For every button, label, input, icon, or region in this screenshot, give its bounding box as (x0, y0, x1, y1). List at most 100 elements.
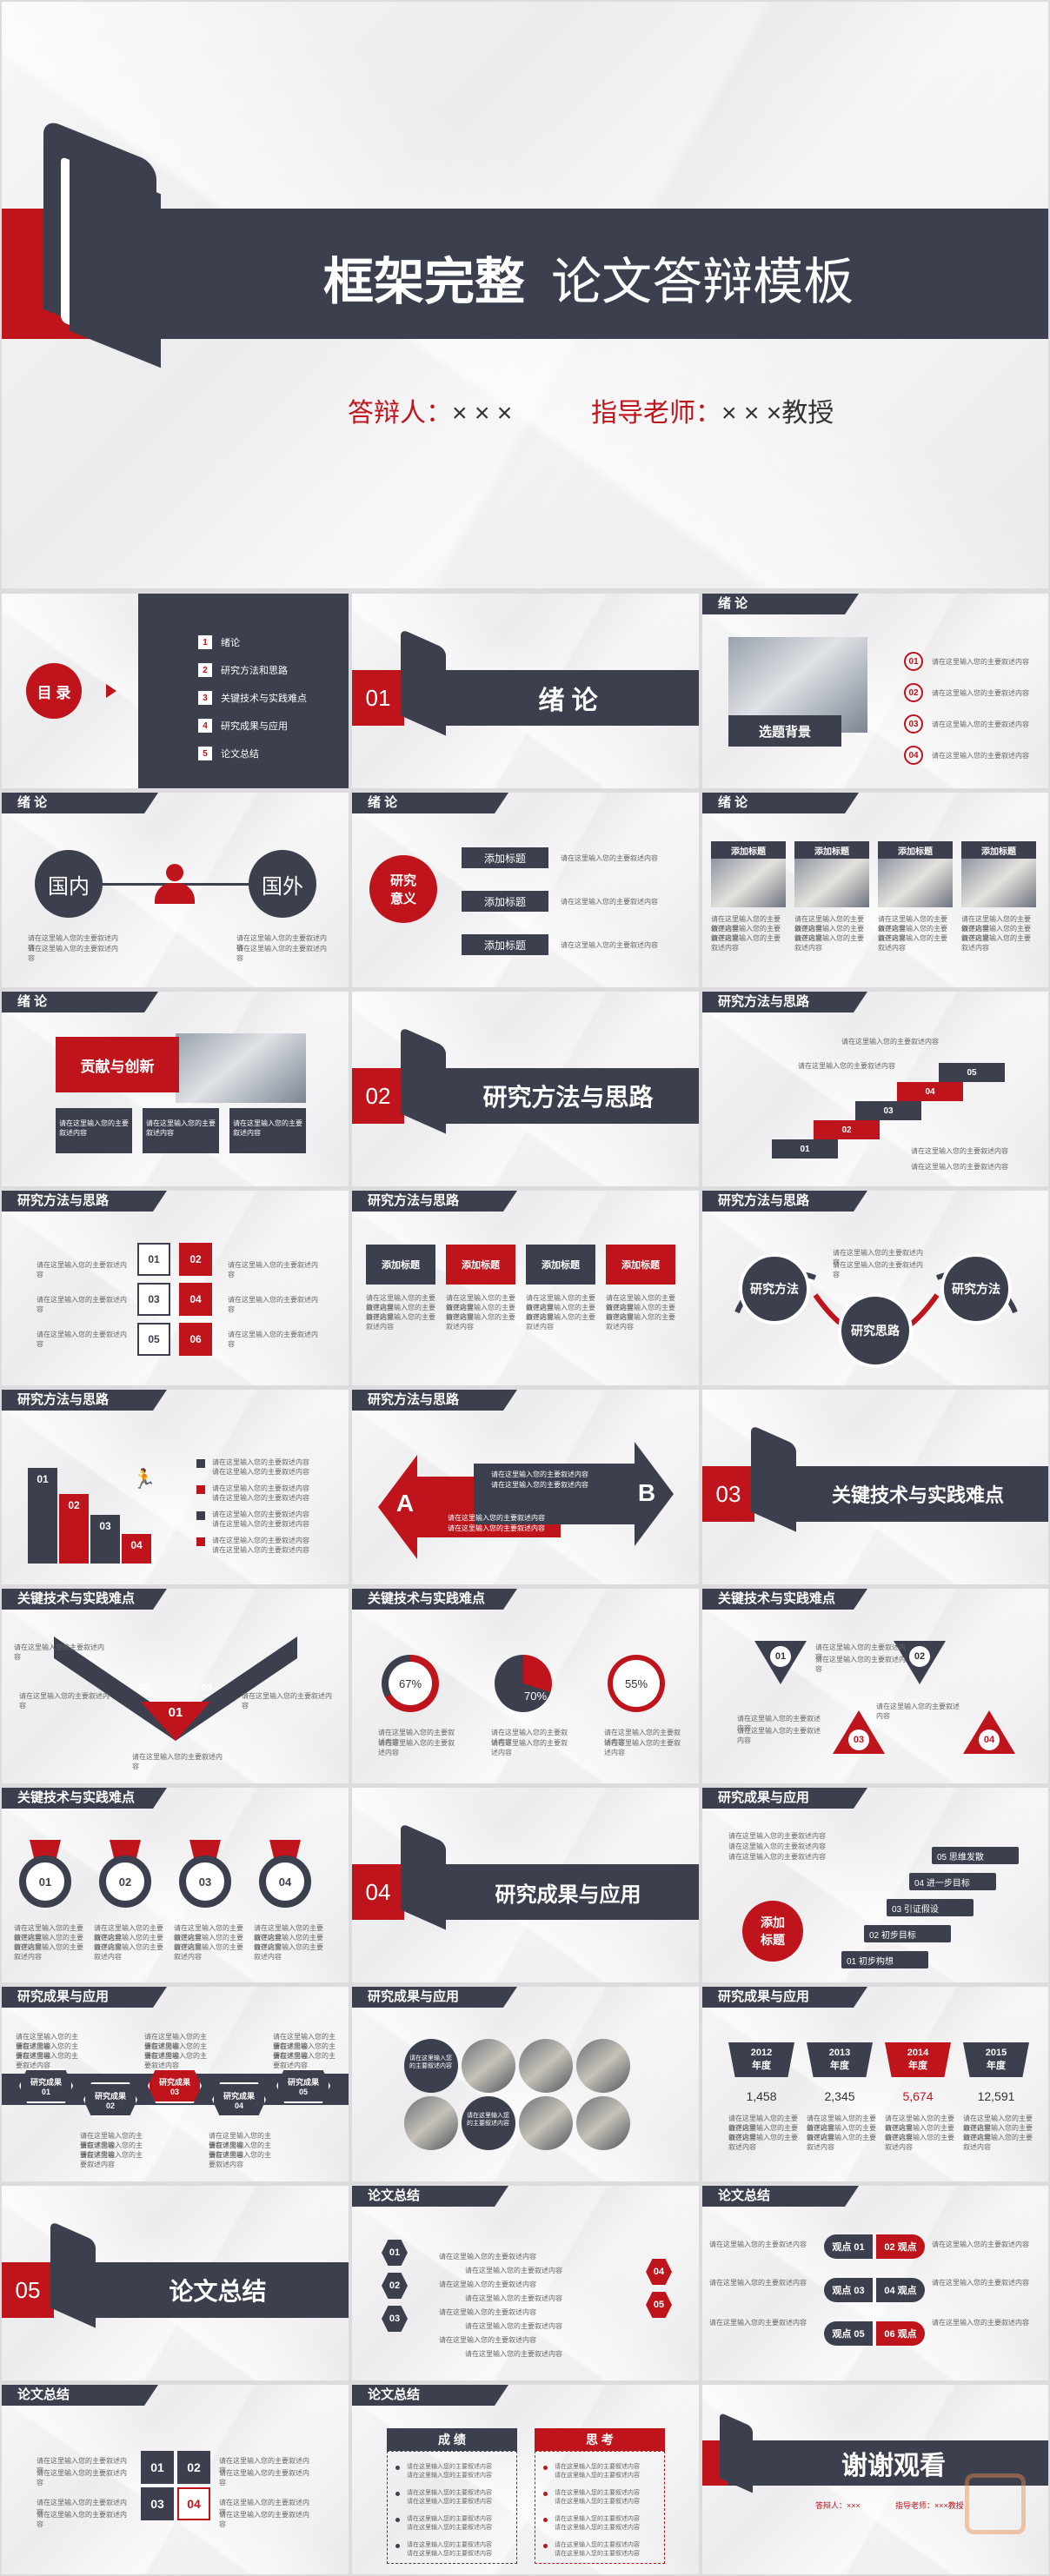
desc-text: 请在这里输入您的主要叙述内容 (885, 2124, 954, 2141)
key-triangles-slide[interactable]: 关键技术与实践难点 01 02 03 04 请在这里输入您的主要叙述内容 请在这… (702, 1589, 1048, 1783)
desc-text: 请在这里输入您的主要叙述内容 (932, 2241, 1029, 2248)
method-cards-slide[interactable]: 研究方法与思路 添加标题 请在这里输入您的主要叙述内容 请在这里输入您的主要叙述内容… (352, 1191, 699, 1385)
desc-text: 请在这里输入您的主要叙述内容 (961, 925, 1031, 942)
number-block: 06 (179, 1323, 212, 1356)
method-steps-slide[interactable]: 研究方法与思路 01 02 03 04 05 请在这里输入您的主要叙述内容 请在这里输入… (702, 992, 1048, 1186)
card-title[interactable]: 添加标题 (366, 1245, 435, 1285)
desc-text: 请在这里输入您的主要叙述内容 (555, 2525, 640, 2531)
slide-tag: 绪 论 (2, 992, 158, 1012)
key-medals-slide[interactable]: 关键技术与实践难点 01 请在这里输入您的主要叙述内容 请在这里输入您的主要叙述内容… (2, 1788, 349, 1982)
desc-text: 请在这里输入您的主要叙述内容 (407, 2525, 492, 2531)
intro-significance-slide[interactable]: 绪 论 研究 意义 添加标题 请在这里输入您的主要叙述内容 添加标题 请在这里输入您的… (352, 793, 699, 987)
card-title[interactable]: 添加标题 (446, 1245, 515, 1285)
toc-item-label: 绪论 (221, 638, 240, 648)
summary-grid-slide[interactable]: 论文总结 01 02 03 04 请在这里输入您的主要叙述内容 请在这里输入您的主要叙… (2, 2385, 349, 2574)
section5-slide[interactable]: 05 论文总结 (2, 2186, 349, 2380)
thinking-header: 思 考 (535, 2428, 665, 2451)
seal-stamp (965, 2473, 1026, 2534)
triangle-number: 03 (848, 1730, 869, 1750)
title-pill[interactable]: 添加标题 (462, 891, 548, 912)
title-pill[interactable]: 添加标题 (462, 934, 548, 955)
desc-text: 请在这里输入您的主要叙述内容 (254, 1934, 323, 1951)
number-block: 01 (141, 2451, 174, 2484)
desc-text: 请在这里输入您的主要叙述内容 (212, 1468, 309, 1476)
result-photos-slide[interactable]: 研究成果与应用 请在这里输入您的主要叙述内容 请在这里输入您的主要叙述内容 (352, 1987, 699, 2181)
toc-item[interactable]: 5 论文总结 (198, 740, 346, 767)
method-hex-slide[interactable]: 研究方法与思路 01 02 03 04 05 06 请在这里输入您的主要叙述内容 请在这里… (2, 1191, 349, 1385)
summary-compare-slide[interactable]: 论文总结 成 绩 思 考 请在这里输入您的主要叙述内容 请在这里输入您的主要叙述内… (352, 2385, 699, 2574)
method-bars-slide[interactable]: 研究方法与思路 01 02 03 04 🏃 请在这里输入您的主要叙述内容 请在这里输入您… (2, 1390, 349, 1584)
section-num-box: 01 (352, 670, 404, 726)
summary-views-slide[interactable]: 论文总结 观点 01 02 观点 观点 03 04 观点 观点 05 06 观点 请在这里… (702, 2186, 1048, 2380)
desc-text: 请在这里输入您的主要叙述内容 (491, 1729, 568, 1746)
slide-tag: 研究方法与思路 (2, 1191, 167, 1212)
bullet-item: 请在这里输入您的主要叙述内容 请在这里输入您的主要叙述内容 (543, 2489, 661, 2515)
toc-item[interactable]: 4 研究成果与应用 (198, 712, 346, 740)
summary-list-slide[interactable]: 论文总结 01 02 03 04 05 请在这里输入您的主要叙述内容 请在这里输入您的主要叙… (352, 2186, 699, 2380)
section1-slide[interactable]: 01 绪 论 (352, 594, 699, 788)
toc-item[interactable]: 1 绪论 (198, 628, 346, 656)
number-block: 04 (177, 2487, 210, 2520)
method-ab-slide[interactable]: 研究方法与思路 A B 请在这里输入您的主要叙述内容 请在这里输入您的主要叙述内… (352, 1390, 699, 1584)
cover-title-rest: 论文答辩模板 (551, 254, 854, 310)
card-photo (711, 859, 786, 907)
card-title[interactable]: 添加标题 (526, 1245, 595, 1285)
advisor-value: × × ×教授 (721, 399, 834, 428)
toc-item[interactable]: 2 研究方法和思路 (198, 656, 346, 684)
info-box (143, 1108, 219, 1153)
cover-title: 框架完整 论文答辩模板 (323, 241, 854, 314)
slide-tag: 论文总结 (2, 2385, 158, 2406)
method-arc-slide[interactable]: 研究方法与思路 研究方法 研究方法 研究思路 请在这里输入您的主要叙述内容 请在… (702, 1191, 1048, 1385)
number-block: 02 (177, 2451, 210, 2484)
bullet-square (196, 1485, 205, 1494)
hex-number: 03 (382, 2306, 408, 2332)
desc-text: 请在这里输入您的主要叙述内容 (28, 934, 118, 952)
intro-innovation-slide[interactable]: 绪 论 贡献与创新 请在这里输入您的主要叙述内容 请在这里输入您的主要叙述内容 … (2, 992, 349, 1186)
desc-text: 请在这里输入您的主要叙述内容 (885, 2134, 954, 2151)
result-years-slide[interactable]: 研究成果与应用 2012 年度 1,458 请在这里输入您的主要叙述内容 请在这里输入… (702, 1987, 1048, 2181)
step-label: 05 思维发散 (932, 1847, 1019, 1864)
desc-text: 请在这里输入您的主要叙述内容 (94, 1934, 163, 1951)
v-number: 02 (138, 1683, 150, 1693)
desc-text: 请在这里输入您的主要叙述内容 (144, 2033, 207, 2050)
key-pie-slide[interactable]: 关键技术与实践难点 67% 70% 55% 请在这里输入您的主要叙述内容 请在这… (352, 1589, 699, 1783)
desc-text: 请在这里输入您的主要叙述内容 (932, 2319, 1029, 2327)
pie-label: 70% (523, 1689, 548, 1703)
toc-slide[interactable]: 目 录 1 绪论 2 研究方法和思路 3 关键技术与实践难点 4 研究成果与应用 5 论文总结 (2, 594, 349, 788)
cover-advisor: 指导老师：× × ×教授 (591, 391, 834, 429)
desc-text: 请在这里输入您的主要叙述内容 (885, 2115, 954, 2132)
result-hex-slide[interactable]: 研究成果与应用 研究成果 01 请在这里输入您的主要叙述内容 请在这里输入您的主要叙… (2, 1987, 349, 2181)
bullet-text: 请在这里输入您的主要叙述内容 请在这里输入您的主要叙述内容 (212, 1536, 309, 1555)
book-icon (401, 1822, 446, 1930)
result-steps-slide[interactable]: 研究成果与应用 添加 标题 01 初步构想 02 初步目标 03 引证假设 04 进一… (702, 1788, 1048, 1982)
desc-text: 请在这里输入您的主要叙述内容 (963, 2134, 1033, 2151)
section2-slide[interactable]: 02 研究方法与思路 (352, 992, 699, 1186)
card-title[interactable]: 添加标题 (606, 1245, 675, 1285)
photo-circle (519, 2096, 573, 2150)
desc-text: 请在这里输入您的主要叙述内容 (14, 1643, 104, 1661)
bullet-item: 请在这里输入您的主要叙述内容 请在这里输入您的主要叙述内容 (395, 2489, 514, 2515)
toc-item[interactable]: 3 关键技术与实践难点 (198, 684, 346, 712)
desc-text: 请在这里输入您的主要叙述内容 (14, 1924, 83, 1942)
desc-text: 请在这里输入您的主要叙述内容 (465, 2322, 562, 2330)
key-v-slide[interactable]: 关键技术与实践难点 01 02 03 请在这里输入您的主要叙述内容 请在这里输入… (2, 1589, 349, 1783)
desc-text: 请在这里输入您的主要叙述内容 (807, 2124, 876, 2141)
section4-slide[interactable]: 04 研究成果与应用 (352, 1788, 699, 1982)
desc-text: 请在这里输入您的主要叙述内容 (794, 915, 864, 933)
bullet-text: 请在这里输入您的主要叙述内容 请在这里输入您的主要叙述内容 (407, 2515, 492, 2533)
bar-step: 03 (90, 1515, 120, 1564)
section3-slide[interactable]: 03 关键技术与实践难点 (702, 1390, 1048, 1584)
intro-compare-slide[interactable]: 绪 论 国内 国外 请在这里输入您的主要叙述内容 请在这里输入您的主要叙述内容 … (2, 793, 349, 987)
title-pill[interactable]: 添加标题 (462, 847, 548, 868)
desc-text: 请在这里输入您的主要叙述内容 (728, 2134, 798, 2151)
cover-slide[interactable]: 框架完整 论文答辩模板 答辩人：× × × 指导老师：× × ×教授 (2, 2, 1048, 588)
desc-text: 请在这里输入您的主要叙述内容 (932, 2279, 1029, 2287)
bar-step: 02 (59, 1494, 89, 1564)
intro-list-item: 03 请在这里输入您的主要叙述内容 (904, 708, 1043, 740)
intro-photos-slide[interactable]: 绪 论 添加标题 请在这里输入您的主要叙述内容 请在这里输入您的主要叙述内容 请在这里… (702, 793, 1048, 987)
desc-text: 请在这里输入您的主要叙述内容 (737, 1715, 821, 1732)
intro-bg-slide[interactable]: 绪 论 选题背景 01 请在这里输入您的主要叙述内容 02 请在这里输入您的主要叙述内… (702, 594, 1048, 788)
thanks-slide[interactable]: 谢谢观看 答辩人：××× 指导老师：×××教授 (702, 2385, 1048, 2574)
desc-text: 请在这里输入您的主要叙述内容 (236, 934, 327, 952)
